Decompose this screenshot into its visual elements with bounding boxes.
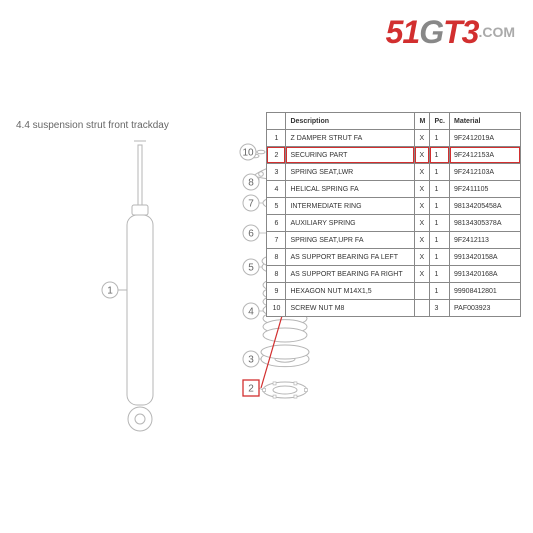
cell-m: X xyxy=(415,164,430,181)
cell-n: 1 xyxy=(267,130,286,147)
callout-label: 6 xyxy=(248,229,254,240)
cell-desc: AS SUPPORT BEARING FA LEFT xyxy=(286,249,415,266)
cell-n: 7 xyxy=(267,232,286,249)
cell-mat: PAF003923 xyxy=(450,300,521,317)
callout-label: 2 xyxy=(248,384,254,395)
cell-pc: 1 xyxy=(430,147,450,164)
cell-pc: 1 xyxy=(430,181,450,198)
cell-desc: AS SUPPORT BEARING FA RIGHT xyxy=(286,266,415,283)
cell-mat: 9F2411105 xyxy=(450,181,521,198)
cell-mat: 98134205458A xyxy=(450,198,521,215)
cell-m xyxy=(415,283,430,300)
cell-m: X xyxy=(415,181,430,198)
cell-n: 2 xyxy=(267,147,286,164)
cell-m: X xyxy=(415,232,430,249)
cell-n: 4 xyxy=(267,181,286,198)
cell-desc: HELICAL SPRING FA xyxy=(286,181,415,198)
table-row: 8AS SUPPORT BEARING FA LEFTX19913420158A xyxy=(267,249,521,266)
cell-desc: SPRING SEAT,UPR FA xyxy=(286,232,415,249)
cell-mat: 99908412801 xyxy=(450,283,521,300)
cell-mat: 9913420158A xyxy=(450,249,521,266)
cell-pc: 1 xyxy=(430,215,450,232)
cell-pc: 1 xyxy=(430,198,450,215)
col-desc-header: Description xyxy=(286,113,415,130)
cell-mat: 9F2412113 xyxy=(450,232,521,249)
table-row: 3SPRING SEAT,LWRX19F2412103A xyxy=(267,164,521,181)
table-row: 4HELICAL SPRING FAX19F2411105 xyxy=(267,181,521,198)
cell-desc: AUXILIARY SPRING xyxy=(286,215,415,232)
callout-label: 5 xyxy=(248,263,254,274)
table-row: 8AS SUPPORT BEARING FA RIGHTX19913420168… xyxy=(267,266,521,283)
cell-mat: 9F2412153A xyxy=(450,147,521,164)
col-num-header xyxy=(267,113,286,130)
cell-m: X xyxy=(415,147,430,164)
callout-label: 4 xyxy=(248,307,254,318)
table-row: 7SPRING SEAT,UPR FAX19F2412113 xyxy=(267,232,521,249)
table-row: 10SCREW NUT M8 3PAF003923 xyxy=(267,300,521,317)
callout-label: 8 xyxy=(248,178,254,189)
callout-label: 1 xyxy=(107,286,113,297)
cell-desc: SPRING SEAT,LWR xyxy=(286,164,415,181)
cell-n: 8 xyxy=(267,266,286,283)
cell-mat: 98134305378A xyxy=(450,215,521,232)
cell-desc: Z DAMPER STRUT FA xyxy=(286,130,415,147)
cell-desc: SCREW NUT M8 xyxy=(286,300,415,317)
cell-m: X xyxy=(415,130,430,147)
col-m-header: M xyxy=(415,113,430,130)
cell-pc: 1 xyxy=(430,232,450,249)
cell-desc: SECURING PART xyxy=(286,147,415,164)
cell-pc: 1 xyxy=(430,249,450,266)
cell-n: 5 xyxy=(267,198,286,215)
table-row: 9HEXAGON NUT M14X1,5 199908412801 xyxy=(267,283,521,300)
table-row: 2SECURING PARTX19F2412153A xyxy=(267,147,521,164)
cell-mat: 9F2412019A xyxy=(450,130,521,147)
callout-label: 10 xyxy=(242,148,254,159)
cell-m: X xyxy=(415,215,430,232)
cell-m: X xyxy=(415,249,430,266)
cell-n: 3 xyxy=(267,164,286,181)
cell-n: 9 xyxy=(267,283,286,300)
cell-mat: 9F2412103A xyxy=(450,164,521,181)
cell-pc: 1 xyxy=(430,283,450,300)
cell-m: X xyxy=(415,198,430,215)
col-mat-header: Material xyxy=(450,113,521,130)
cell-pc: 3 xyxy=(430,300,450,317)
callout-label: 3 xyxy=(248,355,254,366)
col-pc-header: Pc. xyxy=(430,113,450,130)
cell-pc: 1 xyxy=(430,164,450,181)
table-row: 6AUXILIARY SPRINGX198134305378A xyxy=(267,215,521,232)
cell-n: 8 xyxy=(267,249,286,266)
cell-m: X xyxy=(415,266,430,283)
table-row: 5INTERMEDIATE RINGX198134205458A xyxy=(267,198,521,215)
table-header-row: Description M Pc. Material xyxy=(267,113,521,130)
cell-mat: 9913420168A xyxy=(450,266,521,283)
cell-pc: 1 xyxy=(430,130,450,147)
parts-table: Description M Pc. Material 1Z DAMPER STR… xyxy=(266,112,521,317)
cell-n: 10 xyxy=(267,300,286,317)
callout-label: 7 xyxy=(248,199,254,210)
cell-m xyxy=(415,300,430,317)
table-row: 1Z DAMPER STRUT FAX19F2412019A xyxy=(267,130,521,147)
cell-desc: INTERMEDIATE RING xyxy=(286,198,415,215)
cell-n: 6 xyxy=(267,215,286,232)
cell-desc: HEXAGON NUT M14X1,5 xyxy=(286,283,415,300)
cell-pc: 1 xyxy=(430,266,450,283)
